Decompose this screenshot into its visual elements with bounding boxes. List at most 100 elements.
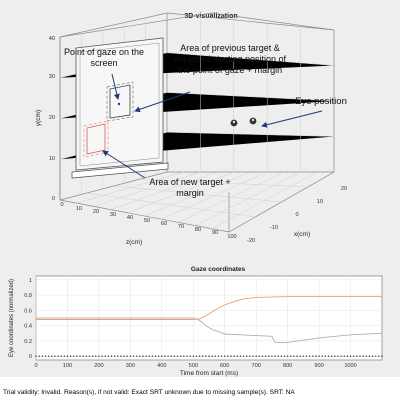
gaze-point xyxy=(366,355,367,356)
gaze-point xyxy=(79,355,80,356)
gaze-point xyxy=(64,355,65,356)
gaze-point xyxy=(208,355,209,356)
gaze-point xyxy=(189,355,190,356)
annotation-previous-target: Area of previous target & expected start… xyxy=(170,43,290,76)
gaze-point xyxy=(177,355,178,356)
gaze-x-tick-label: 400 xyxy=(157,363,166,369)
gaze-point xyxy=(130,355,131,356)
gaze-point xyxy=(325,355,326,356)
gaze-point xyxy=(290,355,291,356)
gaze-point xyxy=(38,355,39,356)
gaze-point xyxy=(161,355,162,356)
z-tick-label: 0 xyxy=(60,202,63,208)
gaze-point xyxy=(318,355,319,356)
y-tick-label: 40 xyxy=(49,36,55,42)
gaze-point xyxy=(381,355,382,356)
annotation-eye: Eye position xyxy=(276,96,366,107)
gaze-chart: Gaze coordinates 0 100 200 300 400 500 600 700 8… xyxy=(0,262,400,377)
gaze-point xyxy=(353,355,354,356)
gaze-point xyxy=(67,355,68,356)
gaze-point xyxy=(243,355,244,356)
gaze-point xyxy=(274,355,275,356)
gaze-point xyxy=(300,355,301,356)
gaze-point xyxy=(337,355,338,356)
annotation-new-target: Area of new target + margin xyxy=(140,177,240,199)
gaze-point xyxy=(101,355,102,356)
gaze-point xyxy=(117,355,118,356)
x-axis-label: x(cm) xyxy=(294,231,310,238)
gaze-point xyxy=(127,355,128,356)
z-axis-label: z(cm) xyxy=(126,239,142,246)
trial-validity-status: Trial validity: Invalid. Reason(s), if n… xyxy=(3,389,399,396)
gaze-y-ticks: 0 0.2 0.4 0.6 0.8 1 xyxy=(24,278,32,360)
gaze-point xyxy=(54,355,55,356)
z-tick-label: 60 xyxy=(161,221,167,227)
gaze-point xyxy=(252,355,253,356)
gaze-y-tick-label: 0.8 xyxy=(24,293,32,299)
gaze-point xyxy=(196,355,197,356)
gaze-point xyxy=(186,355,187,356)
gaze-point xyxy=(145,355,146,356)
gaze-point xyxy=(98,355,99,356)
z-tick-label: 70 xyxy=(178,224,184,230)
gaze-point xyxy=(183,355,184,356)
gaze-point xyxy=(240,355,241,356)
z-ticks: 0 10 20 30 40 50 60 70 80 90 100 xyxy=(60,202,236,240)
gaze-point xyxy=(322,355,323,356)
z-tick-label: 80 xyxy=(195,227,201,233)
gaze-point xyxy=(221,355,222,356)
gaze-point xyxy=(118,103,120,105)
z-tick-label: 20 xyxy=(93,209,99,215)
gaze-point xyxy=(95,355,96,356)
gaze-point xyxy=(149,355,150,356)
gaze-x-tick-label: 0 xyxy=(34,363,37,369)
gaze-point xyxy=(164,355,165,356)
gaze-point xyxy=(347,355,348,356)
gaze-point xyxy=(350,355,351,356)
gaze-point xyxy=(278,355,279,356)
gaze-point xyxy=(262,355,263,356)
gaze-point xyxy=(86,355,87,356)
gaze-point xyxy=(202,355,203,356)
gaze-point xyxy=(293,355,294,356)
gaze-point xyxy=(60,355,61,356)
3d-visualization-panel: 3D-visualization 0 10 20 30 40 50 60 70 … xyxy=(0,0,400,262)
gaze-x-ticks: 0 100 200 300 400 500 600 700 800 900 1000 xyxy=(34,363,356,369)
gaze-point xyxy=(359,355,360,356)
gaze-x-tick-label: 900 xyxy=(314,363,323,369)
gaze-point xyxy=(205,355,206,356)
gaze-x-tick-label: 700 xyxy=(252,363,261,369)
gaze-x-tick-label: 200 xyxy=(94,363,103,369)
gaze-point xyxy=(105,355,106,356)
gaze-point xyxy=(312,355,313,356)
gaze-point xyxy=(259,355,260,356)
gaze-y-tick-label: 0.6 xyxy=(24,308,32,314)
gaze-point xyxy=(356,355,357,356)
plot3d-title: 3D-visualization xyxy=(184,13,237,20)
gaze-point xyxy=(171,355,172,356)
gaze-point xyxy=(57,355,58,356)
gaze-x-tick-label: 600 xyxy=(220,363,229,369)
annotation-arrow xyxy=(262,111,322,126)
gaze-point xyxy=(152,355,153,356)
gaze-point xyxy=(372,355,373,356)
x-tick-label: 10 xyxy=(317,199,323,205)
gaze-point xyxy=(155,355,156,356)
gaze-point xyxy=(51,355,52,356)
annotation-gaze: Point of gaze on the screen xyxy=(54,47,154,69)
eye-marker xyxy=(233,121,235,123)
gaze-point xyxy=(139,355,140,356)
gaze-x-axis-label: Time from start (ms) xyxy=(180,370,238,377)
gaze-point xyxy=(193,355,194,356)
x-tick-label: -20 xyxy=(247,238,255,244)
gaze-point xyxy=(133,355,134,356)
gaze-point xyxy=(218,355,219,356)
gaze-point xyxy=(287,355,288,356)
gaze-point xyxy=(180,355,181,356)
gaze-point xyxy=(296,355,297,356)
gaze-point xyxy=(328,355,329,356)
gaze-point xyxy=(70,355,71,356)
gaze-point xyxy=(167,355,168,356)
gaze-point xyxy=(306,355,307,356)
gaze-point xyxy=(215,355,216,356)
